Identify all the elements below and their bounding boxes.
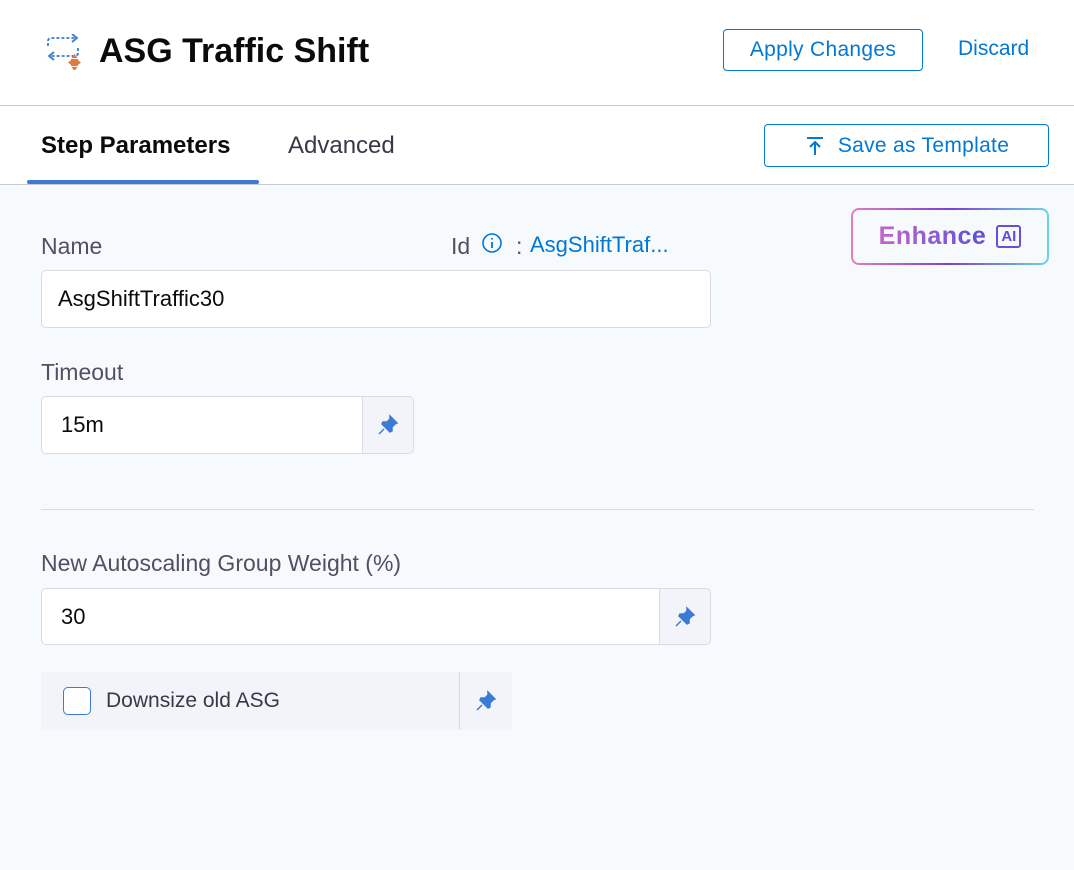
info-icon[interactable] — [481, 232, 503, 254]
ai-icon: AI — [996, 225, 1022, 248]
pin-icon — [378, 414, 399, 435]
id-label: Id — [451, 233, 471, 259]
pin-icon — [476, 690, 497, 711]
save-as-template-button[interactable]: Save as Template — [764, 124, 1049, 167]
tab-step-parameters[interactable]: Step Parameters — [41, 132, 231, 159]
downsize-label: Downsize old ASG — [106, 689, 280, 712]
timeout-label: Timeout — [41, 359, 124, 385]
active-tab-indicator — [27, 180, 259, 184]
header: ASG Traffic Shift Apply Changes Discard — [0, 0, 1074, 106]
id-value-link[interactable]: AsgShiftTraf... — [530, 232, 669, 257]
save-as-template-label: Save as Template — [837, 133, 1010, 157]
section-divider — [41, 509, 1034, 510]
tab-advanced[interactable]: Advanced — [288, 132, 395, 159]
enhance-ai-button[interactable]: Enhance AI — [851, 208, 1049, 265]
page-title: ASG Traffic Shift — [99, 32, 370, 70]
enhance-label: Enhance — [878, 222, 987, 250]
weight-label: New Autoscaling Group Weight (%) — [41, 550, 402, 576]
timeout-pin-button[interactable] — [362, 396, 414, 454]
weight-pin-button[interactable] — [659, 588, 711, 645]
downsize-checkbox-row[interactable]: Downsize old ASG — [41, 672, 460, 730]
id-separator: : — [516, 233, 523, 259]
name-input[interactable]: AsgShiftTraffic30 — [41, 270, 711, 328]
upload-icon — [806, 136, 823, 155]
discard-button[interactable]: Discard — [958, 37, 1030, 60]
apply-changes-button[interactable]: Apply Changes — [723, 29, 923, 71]
timeout-input[interactable]: 15m — [41, 396, 363, 454]
downsize-pin-button[interactable] — [459, 672, 512, 730]
pin-icon — [675, 605, 696, 627]
weight-input[interactable]: 30 — [41, 588, 661, 645]
downsize-checkbox[interactable] — [63, 687, 91, 715]
traffic-shift-icon — [47, 34, 81, 70]
tab-bar: Step Parameters Advanced Save as Templat… — [0, 107, 1074, 185]
name-label: Name — [41, 233, 103, 259]
